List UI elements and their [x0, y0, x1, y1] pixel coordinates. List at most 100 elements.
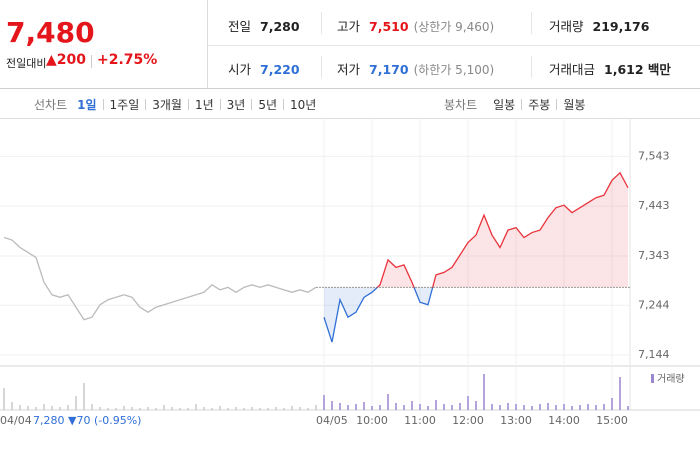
- candle-tab[interactable]: 일봉: [493, 98, 516, 112]
- summary-cell: 시가 7,220: [228, 59, 300, 78]
- tab-separator: [145, 99, 147, 110]
- period-tab[interactable]: 1일: [77, 98, 97, 112]
- volume-bar: [187, 408, 189, 410]
- x-tick-label: 15:00: [596, 414, 628, 427]
- period-tab[interactable]: 3개월: [152, 98, 182, 112]
- volume-bar: [163, 405, 165, 410]
- tab-separator: [556, 99, 558, 110]
- candle-chart-tabs: 봉차트 일봉 주봉 월봉: [438, 96, 591, 113]
- volume-bar: [43, 404, 45, 410]
- volume-bar: [83, 383, 85, 410]
- tab-separator: [102, 99, 104, 110]
- y-tick-label: 7,144: [638, 348, 670, 361]
- volume-bar: [267, 408, 269, 410]
- volume-bar: [355, 404, 357, 410]
- volume-bar: [491, 404, 493, 410]
- volume-bar: [179, 408, 181, 410]
- line-chart-tabs: 선차트 1일 1주일 3개월 1년 3년 5년 10년: [28, 96, 322, 113]
- volume-bar: [563, 404, 565, 410]
- volume-bar: [171, 407, 173, 410]
- summary-cell: 거래대금 1,612 백만: [549, 59, 671, 78]
- volume-bar: [259, 408, 261, 410]
- x-tick-label: 04/04: [0, 414, 32, 427]
- volume-bar: [331, 401, 333, 410]
- volume-bar: [131, 407, 133, 410]
- divider: [207, 0, 208, 88]
- volume-bar: [603, 404, 605, 410]
- volume-bar: [51, 406, 53, 410]
- summary-cell: 저가 7,170 (하한가 5,100): [337, 59, 494, 78]
- y-tick-label: 7,443: [638, 199, 670, 212]
- volume-bar: [195, 404, 197, 410]
- summary-label: 거래대금: [549, 62, 596, 77]
- volume-bar: [139, 408, 141, 410]
- period-tab[interactable]: 10년: [290, 98, 317, 112]
- volume-bar: [59, 407, 61, 410]
- volume-bar: [523, 405, 525, 410]
- volume-bar: [451, 405, 453, 410]
- volume-bar: [547, 403, 549, 410]
- volume-bar: [147, 407, 149, 410]
- volume-bar: [339, 403, 341, 410]
- change-rate: +2.75%: [97, 52, 158, 68]
- volume-bar: [219, 406, 221, 410]
- volume-bar: [315, 405, 317, 410]
- summary-value: 219,176: [592, 19, 650, 34]
- divider: [321, 56, 322, 78]
- volume-bar: [307, 408, 309, 410]
- candle-tab[interactable]: 주봉: [528, 98, 551, 112]
- volume-bar: [531, 406, 533, 410]
- period-tab[interactable]: 5년: [258, 98, 278, 112]
- volume-bar: [611, 398, 613, 410]
- volume-bar: [115, 408, 117, 410]
- y-tick-label: 7,343: [638, 249, 670, 262]
- volume-bar: [435, 400, 437, 410]
- separator: [91, 55, 92, 68]
- today-area: [324, 172, 628, 343]
- summary-label: 전일: [228, 19, 252, 34]
- volume-bar: [19, 405, 21, 410]
- volume-bar: [579, 405, 581, 410]
- period-tab[interactable]: 1주일: [109, 98, 140, 112]
- volume-bar: [275, 407, 277, 410]
- price: 7,480: [6, 16, 95, 49]
- volume-bar: [347, 405, 349, 410]
- period-tab[interactable]: 3년: [226, 98, 246, 112]
- volume-bar: [283, 408, 285, 410]
- change-label: 전일대비: [6, 57, 47, 70]
- tab-separator: [187, 99, 189, 110]
- legend-label: 거래량: [657, 373, 685, 385]
- divider: [531, 12, 532, 34]
- summary-note: (하한가 5,100): [413, 63, 495, 77]
- volume-bar: [291, 406, 293, 410]
- volume-bar: [555, 405, 557, 410]
- volume-bar: [203, 407, 205, 410]
- period-tab[interactable]: 1년: [194, 98, 214, 112]
- volume-bar: [99, 407, 101, 410]
- volume-bar: [475, 401, 477, 410]
- volume-bar: [67, 405, 69, 410]
- volume-bar: [379, 405, 381, 410]
- volume-bar: [235, 407, 237, 410]
- tab-separator: [251, 99, 253, 110]
- summary-label: 시가: [228, 62, 252, 77]
- x-tick-label: 12:00: [452, 414, 484, 427]
- summary-cell: 고가 7,510 (상한가 9,460): [337, 16, 494, 35]
- summary-cell: 거래량 219,176: [549, 16, 649, 35]
- candle-tab[interactable]: 월봉: [563, 98, 586, 112]
- change: ▲200: [46, 52, 86, 68]
- summary-value: 7,280: [260, 19, 300, 34]
- volume-bar: [387, 394, 389, 410]
- tab-group-label: 선차트: [34, 98, 68, 112]
- quote-header: 7,480 전일대비 ▲200 +2.75% 전일 7,280 고가 7,510 (상한…: [0, 0, 700, 89]
- divider: [208, 45, 700, 46]
- volume-bar: [27, 406, 29, 410]
- volume-bar: [619, 377, 621, 410]
- volume-bar: [91, 404, 93, 410]
- volume-bar: [483, 374, 485, 410]
- summary-value: 1,612 백만: [604, 62, 671, 77]
- x-tick-label: 11:00: [404, 414, 436, 427]
- volume-bar: [211, 408, 213, 410]
- volume-bar: [11, 402, 13, 410]
- volume-bar: [459, 403, 461, 410]
